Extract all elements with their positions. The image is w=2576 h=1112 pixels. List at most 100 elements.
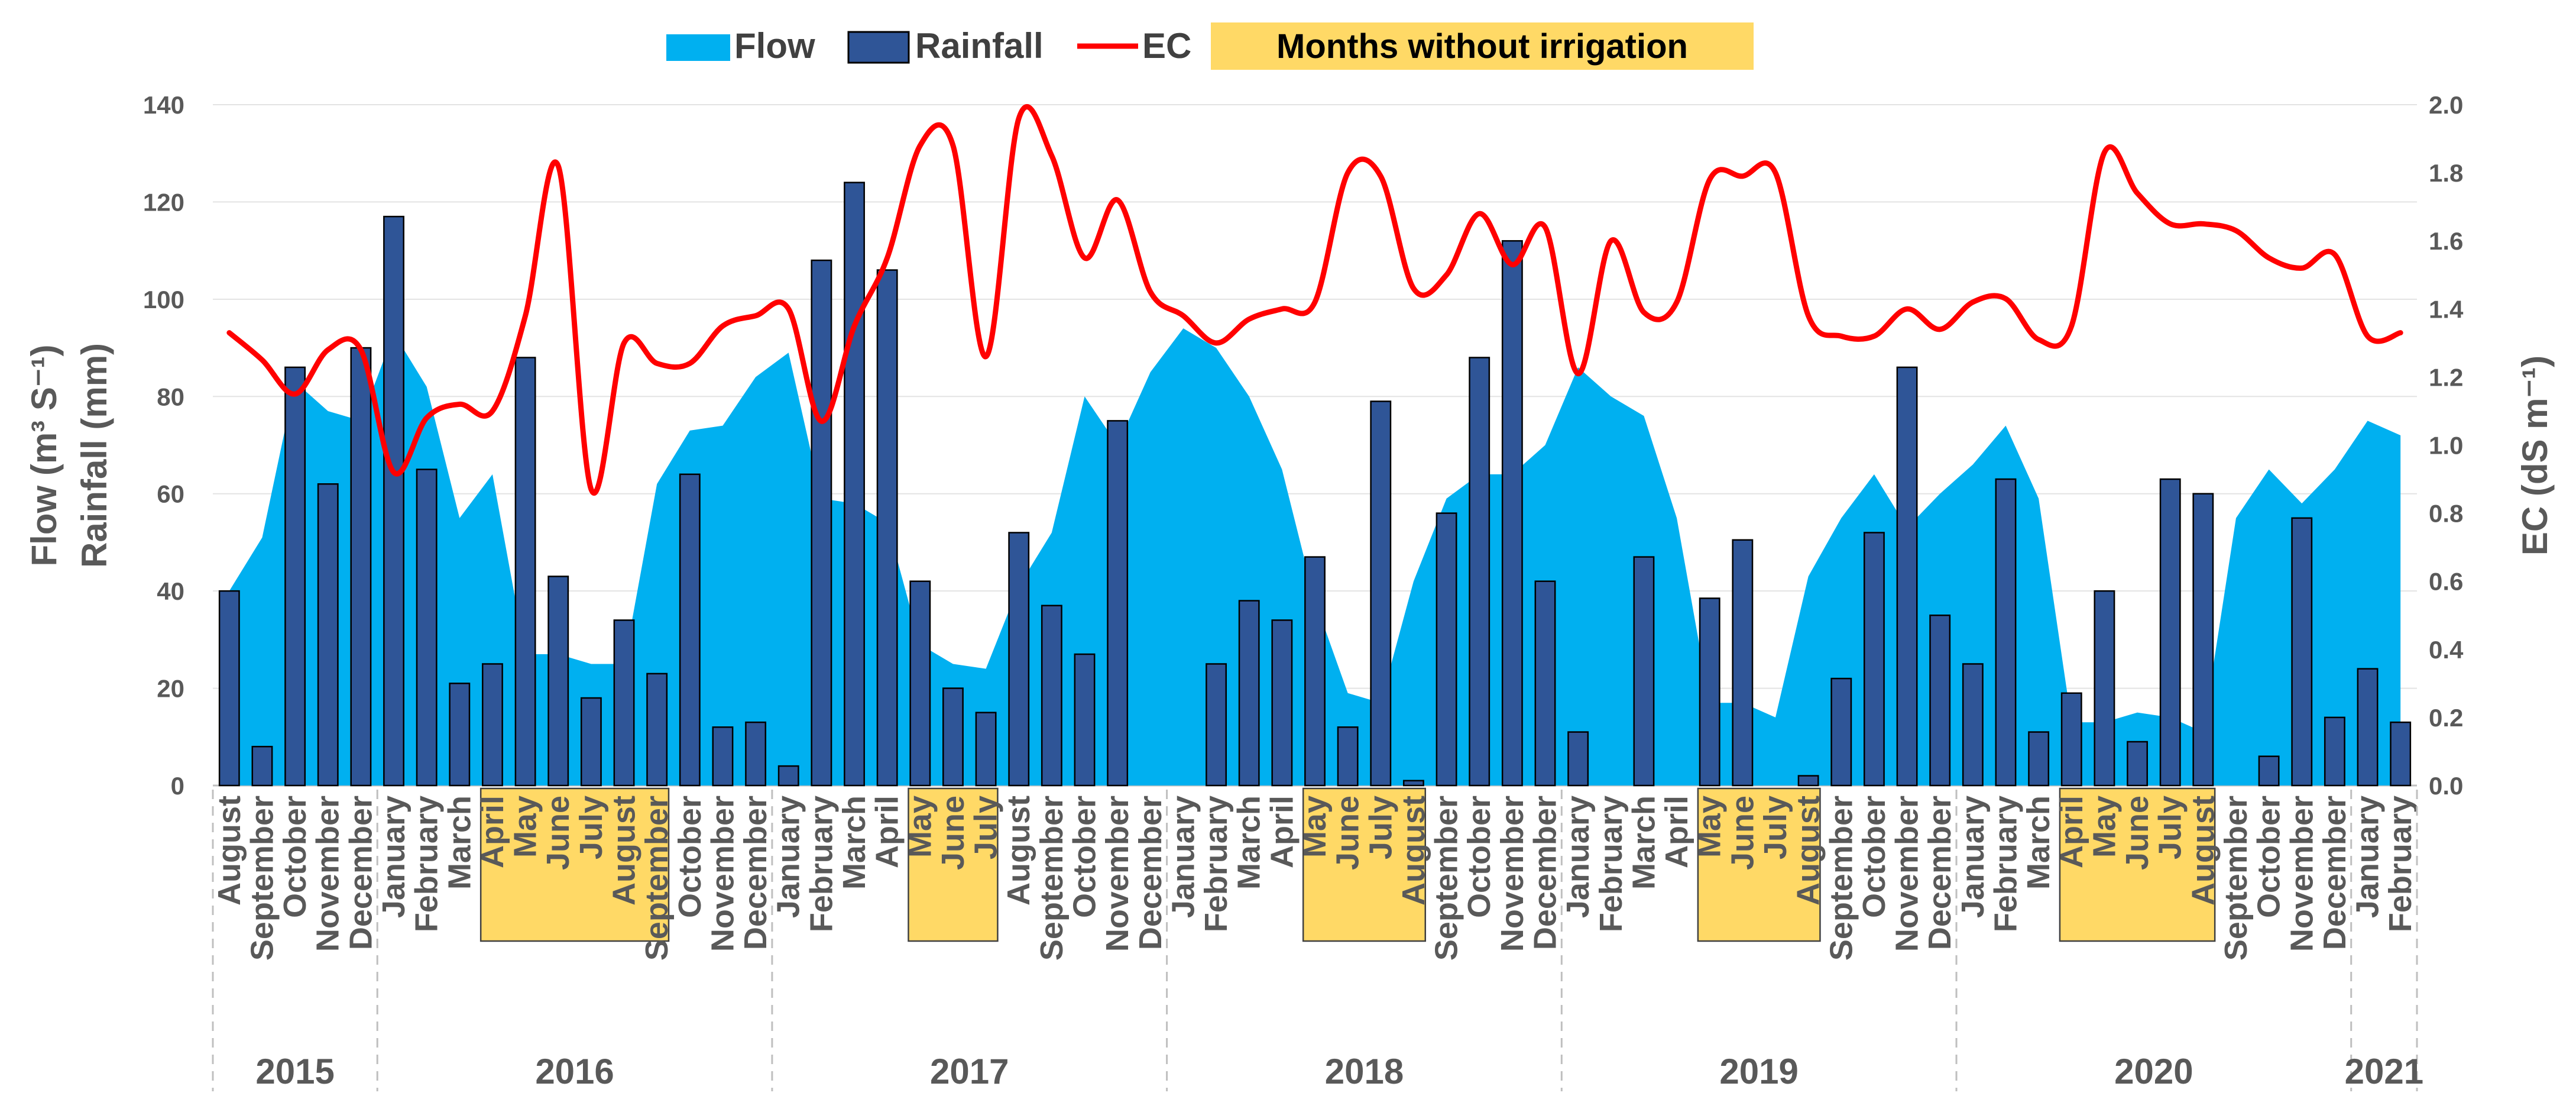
right-axis-title-ec: EC (dS m⁻¹) [2515,355,2555,555]
rainfall-bar [646,673,668,787]
rainfall-bar [383,215,404,787]
rainfall-bar [2094,590,2115,787]
ec-series [226,104,2403,496]
flow-series [229,328,2401,785]
month-label: January [1165,796,1201,918]
month-label: October [1462,796,1497,918]
year-label: 2016 [535,1052,614,1091]
left-tick-label: 60 [157,480,184,508]
no-irrigation-periods [479,787,2216,942]
month-label: March [1626,796,1661,890]
rainfall-bar [844,182,865,787]
rainfall-bar [514,357,536,787]
month-label: August [1001,796,1036,906]
month-label: May [2086,796,2122,858]
month-label: October [1067,796,1103,918]
month-label: February [803,796,839,932]
month-label: June [1330,796,1366,870]
rainfall-bar [218,590,240,787]
month-label: January [771,796,806,918]
month-label: December [1527,796,1563,950]
year-label: 2017 [930,1052,1009,1091]
rainfall-bar [811,259,832,787]
month-label: December [738,796,773,950]
month-label: March [2021,796,2056,890]
legend-ec-label: EC [1142,26,1191,66]
rainfall-bar [2390,721,2412,787]
legend-rainfall-swatch [847,31,910,64]
month-label: November [1890,796,1925,952]
legend-no-irrigation-label: Months without irrigation [1276,27,1688,66]
right-tick-label: 1.4 [2429,295,2464,323]
rainfall-bar [679,473,701,787]
month-label: May [902,796,938,858]
right-tick-label: 1.8 [2429,159,2463,187]
rainfall-bar [1995,478,2017,787]
rainfall-bar [1633,556,1655,787]
month-label: January [1955,796,1991,918]
month-label: February [1593,796,1629,932]
rainfall-bar [350,347,372,787]
month-label: September [1823,796,1859,961]
no-irrigation-box [2059,787,2216,942]
month-label: July [2153,796,2188,859]
left-tick-label: 0 [171,772,184,800]
left-tick-label: 80 [157,383,184,410]
rainfall-bar [2028,731,2050,787]
month-label: August [2185,796,2221,906]
month-label: June [935,796,971,870]
month-label: September [639,796,675,961]
rainfall-bar [1304,556,1326,787]
rainfall-bar [1238,600,1260,787]
rainfall-bar [1699,597,1720,787]
right-tick-label: 0.6 [2429,568,2463,596]
month-label: December [1922,796,1958,950]
month-label: October [672,796,708,918]
right-tick-label: 1.2 [2429,363,2463,391]
no-irrigation-box [1302,787,1426,942]
rainfall-bar [449,683,471,787]
year-label: 2018 [1325,1052,1404,1091]
month-label: February [409,796,445,932]
month-label: August [1396,796,1431,906]
right-tick-label: 1.0 [2429,432,2463,460]
month-label: April [1659,796,1694,868]
rainfall-bar [712,726,734,787]
rainfall-bar [317,483,339,787]
rainfall-bar [909,580,931,787]
rainfall-bar [2060,692,2082,787]
rainfall-bar [1436,512,1457,787]
rainfall-bar [416,468,438,787]
month-label: March [1232,796,1267,890]
month-label: November [1100,796,1135,952]
month-label: December [1133,796,1168,950]
month-label: May [1692,796,1728,858]
rainfall-bar [2127,741,2148,787]
rainfall-bar [2159,478,2181,787]
no-irrigation-box [908,787,999,942]
year-label: 2020 [2114,1052,2193,1091]
year-label: 2021 [2345,1052,2423,1091]
right-tick-label: 0.0 [2429,772,2463,800]
rainfall-bar [1896,366,1918,787]
month-label: July [1758,796,1793,859]
left-axis-title-rainfall: Rainfall (mm) [74,343,114,568]
month-label: November [1495,796,1530,952]
rainfall-bar [1567,731,1589,787]
month-label: December [343,796,378,950]
rainfall-bar [1534,580,1556,787]
month-label: October [2251,796,2287,918]
month-label: April [2054,796,2089,868]
rainfall-bar [580,697,602,787]
flow-area [229,328,2401,785]
rainfall-bar [1107,420,1129,787]
rainfall-bar [2324,716,2345,787]
legend-flow-label: Flow [734,26,815,66]
legend: Flow Rainfall EC Months without irrigati… [666,22,1754,70]
rainfall-bar [1797,775,1819,787]
ec-line [226,104,2403,496]
rainfall-bar [1370,400,1392,787]
month-label: January [376,796,411,918]
rainfall-bar [942,687,964,787]
